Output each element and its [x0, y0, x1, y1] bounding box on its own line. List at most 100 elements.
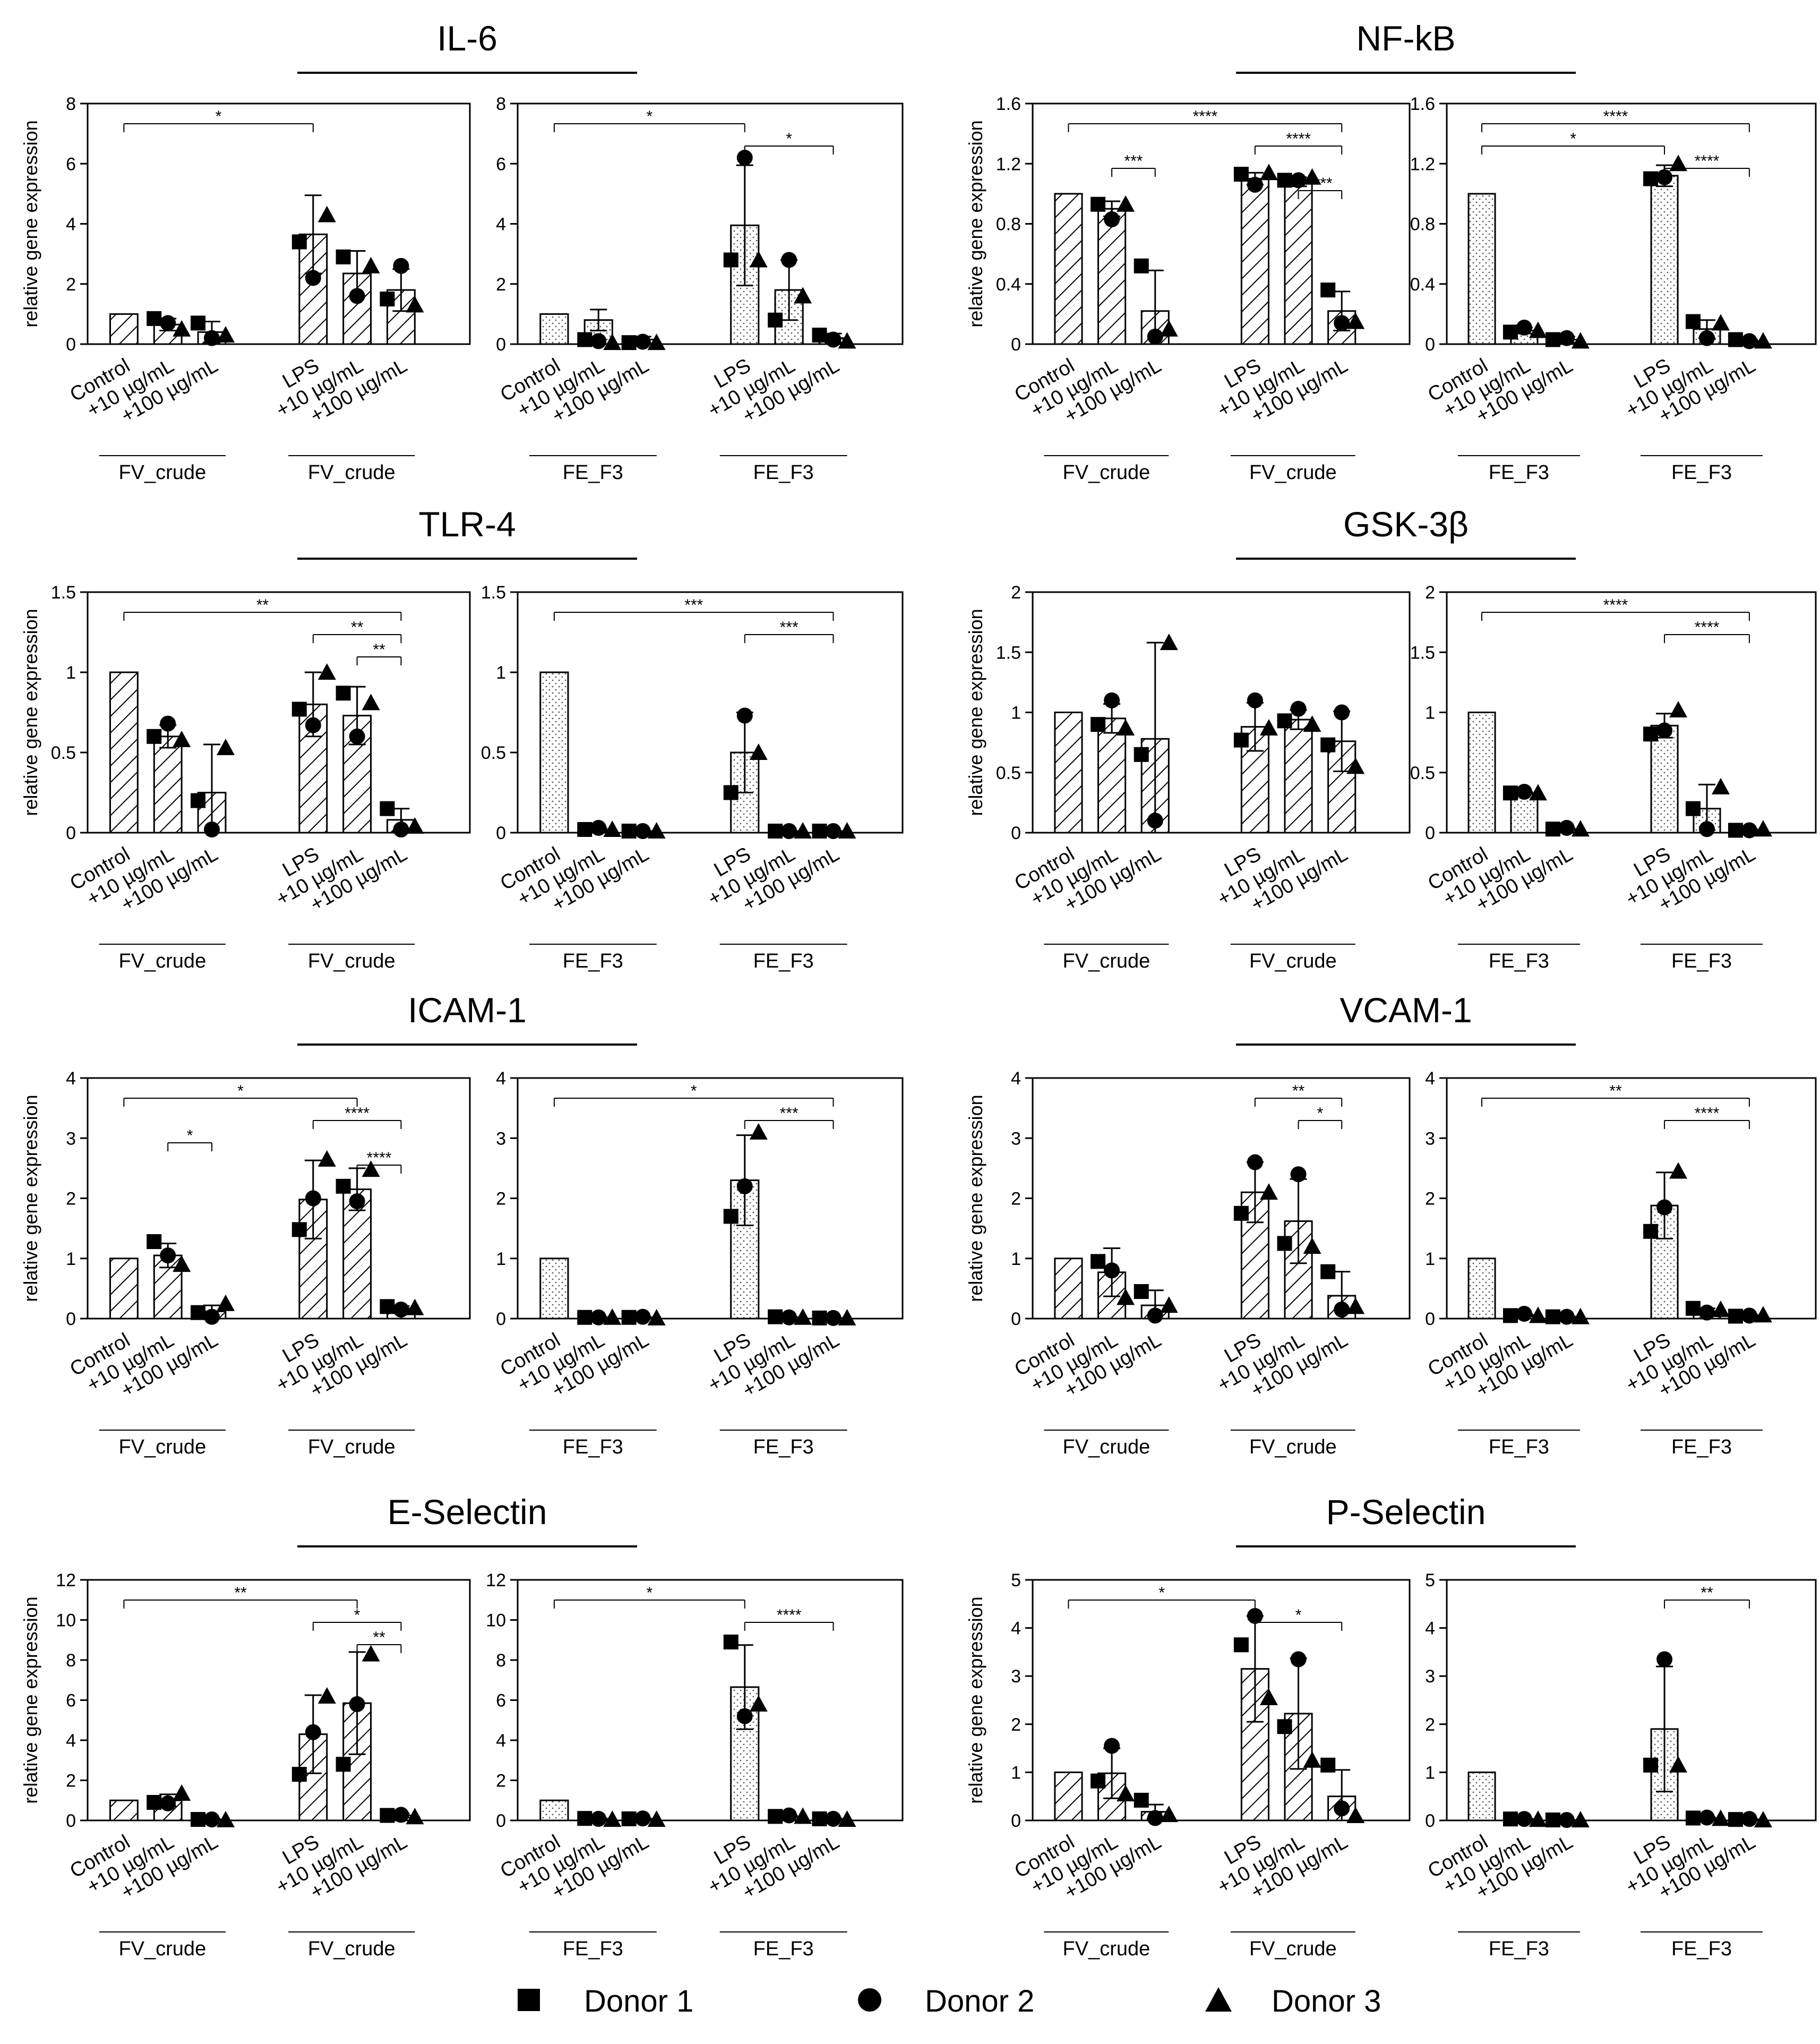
donor-point-square-icon — [1277, 1719, 1292, 1734]
donor-point-square-icon — [1728, 1308, 1743, 1324]
donor-point-circle-icon — [393, 1302, 409, 1318]
group-label-0: FV_crude — [1063, 950, 1151, 972]
donor-point-square-icon — [1091, 1773, 1106, 1789]
donor-point-circle-icon — [781, 1807, 797, 1824]
y-tick-label: 0.5 — [1410, 763, 1435, 783]
group-label-1: FE_F3 — [1671, 1938, 1732, 1960]
donor-point-triangle-icon — [1117, 1288, 1135, 1305]
y-tick-label: 1 — [1425, 1763, 1435, 1783]
donor-point-circle-icon — [1334, 315, 1350, 331]
donor-point-circle-icon — [634, 823, 651, 839]
y-tick-label: 12 — [56, 1570, 76, 1590]
significance-label: * — [237, 1082, 244, 1100]
donor-point-square-icon — [1503, 324, 1518, 340]
donor-point-circle-icon — [204, 1811, 220, 1828]
donor-point-circle-icon — [1656, 1651, 1673, 1667]
donor-point-circle-icon — [1516, 319, 1532, 336]
donor-point-triangle-icon — [1754, 1306, 1772, 1323]
bar-10-g-ml-4 — [1284, 181, 1313, 345]
donor-point-circle-icon — [1698, 1809, 1715, 1826]
y-tick-label: 0 — [1425, 335, 1435, 355]
y-tick-label: 3 — [1425, 1128, 1435, 1149]
donor-point-square-icon — [1643, 726, 1659, 742]
y-tick-label: 4 — [66, 1068, 76, 1089]
donor-point-square-icon — [147, 729, 162, 744]
donor-point-triangle-icon — [1303, 1751, 1321, 1768]
group-label-0: FV_crude — [1063, 461, 1151, 484]
bar-control-0 — [1054, 1771, 1083, 1821]
plot-frame — [1446, 1579, 1817, 1821]
donor-point-circle-icon — [736, 707, 753, 724]
donor-point-triangle-icon — [838, 1308, 856, 1325]
donor-point-square-icon — [147, 311, 162, 326]
donor-point-circle-icon — [1334, 704, 1350, 721]
donor-point-triangle-icon — [1346, 312, 1365, 329]
donor-point-square-icon — [1233, 1637, 1249, 1653]
group-label-0: FV_crude — [118, 950, 206, 972]
group-label-0: FE_F3 — [563, 1436, 623, 1458]
y-tick-label: 2 — [1425, 1189, 1435, 1209]
donor-point-circle-icon — [160, 315, 176, 331]
donor-point-triangle-icon — [1571, 332, 1590, 349]
donor-point-square-icon — [1503, 1308, 1518, 1323]
y-tick-label: 5 — [1011, 1570, 1021, 1590]
donor-point-triangle-icon — [317, 663, 336, 680]
y-tick-label: 1 — [66, 663, 76, 683]
legend-label-donor-1: Donor 1 — [584, 1984, 693, 2019]
donor-point-triangle-icon — [749, 743, 768, 760]
y-tick-label: 3 — [1011, 1666, 1021, 1687]
y-tick-label: 1 — [66, 1249, 76, 1269]
donor-point-triangle-icon — [1346, 1297, 1365, 1314]
y-tick-label: 8 — [66, 94, 76, 114]
donor-point-circle-icon — [1147, 1810, 1163, 1826]
y-tick-label: 10 — [56, 1611, 76, 1631]
y-tick-label: 1.5 — [51, 583, 76, 603]
donor-point-square-icon — [621, 823, 637, 839]
donor-point-circle-icon — [1147, 1307, 1163, 1324]
donor-point-triangle-icon — [838, 332, 856, 349]
y-tick-label: 2 — [1011, 1715, 1021, 1735]
group-label-1: FV_crude — [1249, 461, 1337, 484]
y-tick-label: 0 — [1011, 1309, 1021, 1329]
donor-point-circle-icon — [1104, 1738, 1120, 1754]
donor-point-circle-icon — [1290, 172, 1307, 189]
donor-point-triangle-icon — [1529, 1810, 1547, 1827]
donor-point-square-icon — [621, 335, 637, 350]
group-label-0: FE_F3 — [563, 1938, 623, 1960]
donor-point-circle-icon — [1558, 1308, 1575, 1325]
donor-point-triangle-icon — [1160, 634, 1178, 651]
donor-point-triangle-icon — [1669, 155, 1688, 172]
donor-point-triangle-icon — [794, 822, 812, 839]
donor-point-circle-icon — [1516, 783, 1532, 800]
y-tick-label: 1 — [496, 1249, 506, 1269]
donor-point-square-icon — [1685, 1810, 1701, 1826]
group-label-0: FV_crude — [1063, 1938, 1151, 1960]
donor-point-triangle-icon — [362, 1160, 380, 1177]
y-tick-label: 4 — [496, 1068, 506, 1089]
significance-label: **** — [777, 1606, 802, 1624]
group-label-0: FV_crude — [118, 461, 206, 484]
y-tick-label: 0.4 — [1410, 275, 1435, 295]
y-tick-label: 0.8 — [1410, 215, 1435, 235]
bar-control-0 — [109, 1799, 139, 1821]
donor-point-circle-icon — [1656, 722, 1673, 739]
gene-title-tlr-4: TLR-4 — [418, 504, 516, 544]
donor-point-circle-icon — [590, 1810, 607, 1827]
y-axis-label: relative gene expression — [20, 609, 41, 816]
y-tick-label: 4 — [1011, 1068, 1021, 1089]
bar-control-0 — [539, 313, 569, 345]
donor-point-square-icon — [723, 1209, 739, 1224]
y-axis-label: relative gene expression — [20, 1596, 41, 1803]
y-tick-label: 1 — [1425, 703, 1435, 723]
y-axis-label: relative gene expression — [20, 1094, 41, 1302]
group-label-0: FV_crude — [1063, 1436, 1151, 1458]
y-tick-label: 1 — [496, 663, 506, 683]
group-label-1: FV_crude — [1249, 1938, 1337, 1960]
bar-control-0 — [539, 671, 569, 834]
y-tick-label: 3 — [1425, 1666, 1435, 1687]
y-tick-label: 2 — [496, 1189, 506, 1209]
significance-label: *** — [1124, 152, 1143, 170]
bar-control-0 — [1467, 1771, 1496, 1821]
donor-point-circle-icon — [1656, 1199, 1673, 1216]
